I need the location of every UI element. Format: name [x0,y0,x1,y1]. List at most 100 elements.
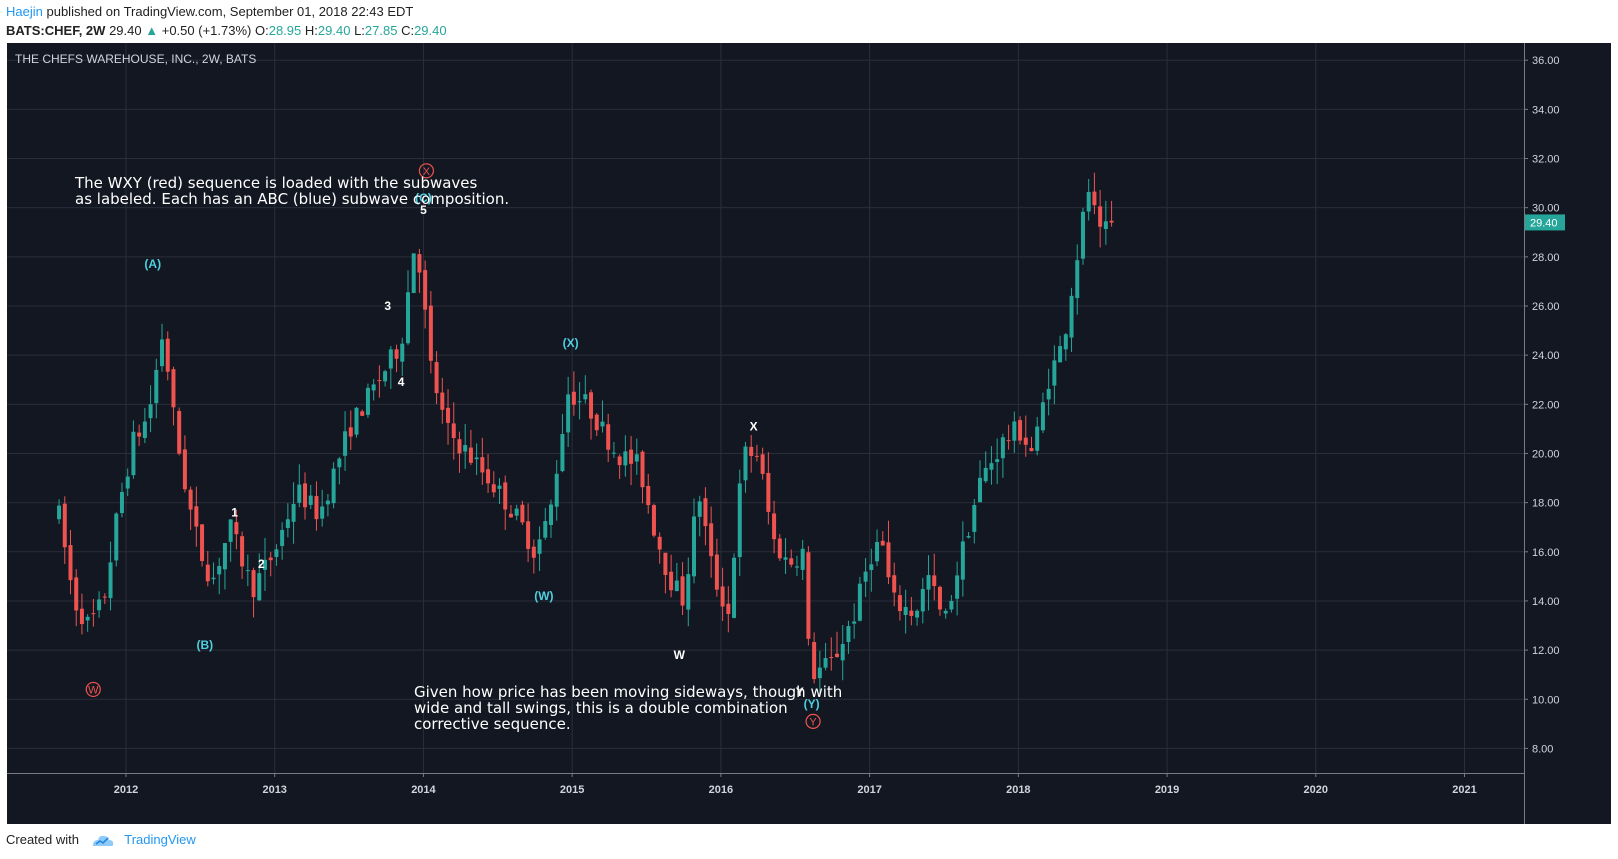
wave-circle [805,713,821,729]
wave-circle [85,681,101,698]
candle-body [57,505,62,520]
change-value: +0.50 (+1.73%) [161,23,252,38]
candle-body [440,392,445,410]
candle-body [1006,440,1011,442]
candle-body [537,539,542,554]
candle-body [280,530,285,546]
candle-body [343,431,348,456]
candle-body [171,369,176,408]
candle-body [600,421,605,427]
candle-body [165,338,170,372]
candle-body [766,472,771,512]
candle-body [714,554,719,590]
candle-body [526,521,531,549]
candle-body [1012,421,1017,441]
candle-body [240,536,245,567]
candle-body [846,626,851,643]
candle-body [794,566,799,568]
candle-body [623,451,628,466]
candle-body [1040,402,1045,431]
candle-body [880,540,885,546]
candle-body [726,603,731,614]
candle-body [451,423,456,439]
candle-body [486,469,491,484]
author-link[interactable]: Haejin [6,4,43,19]
candle-body [697,501,702,517]
candle-body [137,432,142,437]
candle-body [154,369,159,404]
candle-body [686,574,691,610]
candle-body [337,458,342,468]
candle-body [148,404,153,419]
candle-body [97,599,102,611]
close-label: C: [401,23,415,38]
candle-body [480,457,485,473]
wave-label: (B) [196,638,213,652]
candle-body [577,401,582,403]
candle-body [1086,192,1091,212]
candle-body [949,600,954,610]
candle-body [303,483,308,508]
wave-label: (W) [534,589,553,603]
candle-body [320,506,325,519]
candle-body [131,431,136,476]
chart-header: Haejin published on TradingView.com, Sep… [6,2,1606,40]
candle-body [915,610,920,618]
wave-circle-label: W [88,684,99,696]
candle-body [354,407,359,435]
price-tick-label: 36.00 [1532,55,1560,67]
candle-body [754,455,759,457]
candle-body [383,371,388,382]
price-tick-label: 32.00 [1532,154,1560,166]
time-tick-label: 2020 [1304,784,1328,796]
candle-body [1058,346,1063,363]
price-tick-label: 30.00 [1532,203,1560,215]
chart-area[interactable]: 8.00 10.00 12.00 14.00 16.00 18.00 20.00 22.00 2… [7,43,1611,824]
candle-body [285,519,290,528]
tradingview-link[interactable]: TradingView [124,832,196,847]
candle-body [308,495,313,505]
candle-body [691,516,696,577]
candle-body [291,503,296,522]
candle-body [497,485,502,489]
candle-body [394,349,399,359]
up-arrow-icon: ▲ [145,23,159,38]
candle-body [983,467,988,482]
price-tick-label: 24.00 [1532,350,1560,362]
candle-body [188,489,193,510]
candle-body [554,473,559,507]
candle-body [840,643,845,661]
time-tick-label: 2017 [857,784,881,796]
candle-body [1092,191,1097,206]
candle-body [989,463,994,470]
candle-body [125,476,130,489]
publish-line: Haejin published on TradingView.com, Sep… [6,4,413,19]
candle-body [1023,437,1028,445]
price-chart[interactable]: 8.00 10.00 12.00 14.00 16.00 18.00 20.00 22.00 2… [7,43,1611,824]
candle-body [503,482,508,510]
price-tick-label: 22.00 [1532,399,1560,411]
candle-body [657,536,662,550]
candle-body [360,411,365,416]
candle-body [200,524,205,562]
wave-label: 1 [231,505,238,519]
price-tick-label: 20.00 [1532,448,1560,460]
candle-body [909,610,914,616]
candle-body [920,588,925,612]
candle-body [629,449,634,464]
last-price-marker [1525,214,1565,231]
candle-body [508,513,513,518]
candle-body [314,496,319,520]
candle-body [142,421,147,438]
candle-body [634,454,639,462]
candle-body [388,349,393,369]
price-tick-label: 26.00 [1532,301,1560,313]
time-tick-label: 2018 [1006,784,1030,796]
ohlc-line: BATS:CHEF, 2W 29.40 ▲ +0.50 (+1.73%) O:2… [6,23,447,38]
candle-body [869,564,874,571]
candle-body [468,447,473,463]
annotation-note-line: The WXY (red) sequence is loaded with th… [74,174,478,192]
candle-body [852,621,857,624]
wave-label: (A) [144,257,161,271]
candle-body [457,439,462,454]
